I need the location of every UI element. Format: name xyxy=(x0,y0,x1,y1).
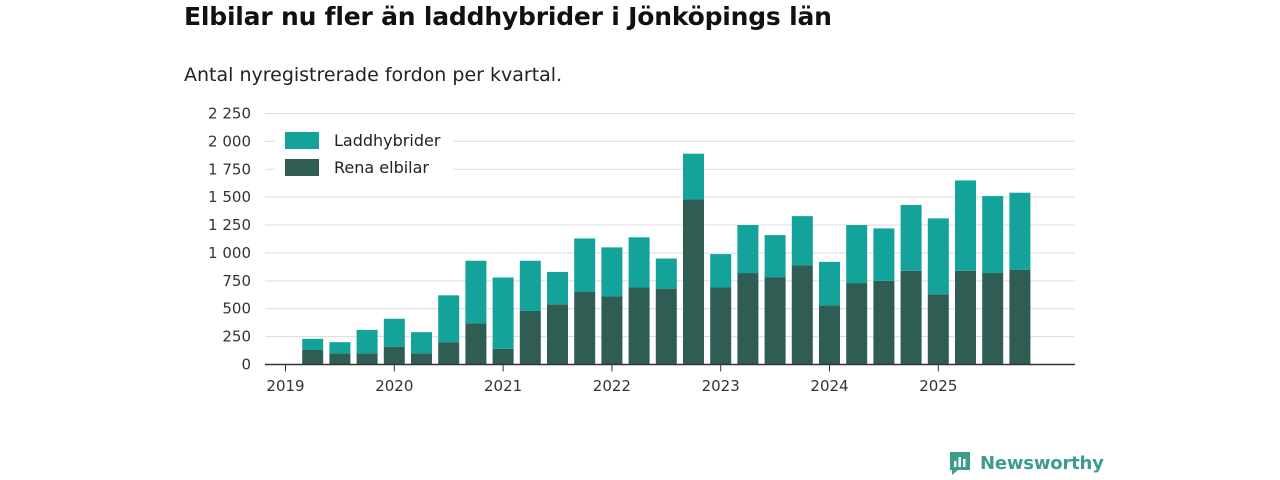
bar-laddhybrider xyxy=(819,261,840,306)
y-tick-label: 1 000 xyxy=(208,244,251,262)
bars xyxy=(302,153,1031,365)
bar-laddhybrider xyxy=(791,216,813,266)
bar-rena-elbilar xyxy=(411,353,432,365)
legend-label-rena-elbilar: Rena elbilar xyxy=(334,158,429,177)
legend-swatch-laddhybrider xyxy=(285,132,319,149)
bar-laddhybrider xyxy=(710,254,732,288)
bar-laddhybrider xyxy=(465,260,487,324)
chart-subtitle: Antal nyregistrerade fordon per kvartal. xyxy=(184,64,563,86)
x-tick-label: 2024 xyxy=(810,377,848,395)
bar-rena-elbilar xyxy=(329,353,351,365)
bar-laddhybrider xyxy=(737,225,759,274)
bar-laddhybrider xyxy=(846,225,868,284)
bar-rena-elbilar xyxy=(955,270,976,365)
bar-rena-elbilar xyxy=(1009,269,1031,365)
legend-label-laddhybrider: Laddhybrider xyxy=(334,131,441,150)
bar-rena-elbilar xyxy=(737,273,759,365)
bar-laddhybrider xyxy=(628,237,650,288)
x-tick-label: 2019 xyxy=(266,377,304,395)
y-tick-label: 2 250 xyxy=(208,105,251,123)
bar-laddhybrider xyxy=(927,218,949,295)
x-tick-label: 2020 xyxy=(375,377,413,395)
x-tick-label: 2025 xyxy=(919,377,957,395)
bar-laddhybrider xyxy=(329,342,351,354)
bar-rena-elbilar xyxy=(465,323,487,365)
y-tick-label: 1 500 xyxy=(208,188,251,206)
y-tick-label: 2 000 xyxy=(208,132,251,150)
x-tick-label: 2023 xyxy=(702,377,740,395)
newsworthy-logo-text: Newsworthy xyxy=(980,452,1104,474)
bar-rena-elbilar xyxy=(547,304,568,365)
bar-rena-elbilar xyxy=(356,353,378,365)
bar-rena-elbilar xyxy=(982,273,1004,365)
x-tick-label: 2022 xyxy=(593,377,631,395)
bar-laddhybrider xyxy=(873,228,895,281)
y-tick-label: 500 xyxy=(222,300,251,318)
bar-laddhybrider xyxy=(955,180,976,271)
bar-laddhybrider xyxy=(683,153,704,200)
bar-laddhybrider xyxy=(1009,192,1031,270)
y-tick-label: 750 xyxy=(222,272,251,290)
bar-rena-elbilar xyxy=(519,310,541,365)
bar-laddhybrider xyxy=(601,247,623,297)
bar-rena-elbilar xyxy=(601,296,623,365)
y-axis-ticks: 0 250 500 750 1 000 1 250 1 500 1 750 2 000 2 250 xyxy=(208,105,251,374)
bar-rena-elbilar xyxy=(791,265,813,365)
bar-rena-elbilar xyxy=(438,342,460,365)
bar-laddhybrider xyxy=(411,332,432,354)
bar-laddhybrider xyxy=(356,329,378,354)
bar-laddhybrider xyxy=(547,271,568,305)
bar-rena-elbilar xyxy=(927,294,949,365)
y-tick-label: 1 750 xyxy=(208,160,251,178)
bar-rena-elbilar xyxy=(846,283,868,365)
y-tick-label: 0 xyxy=(241,356,251,374)
x-tick-label: 2021 xyxy=(484,377,522,395)
bar-rena-elbilar xyxy=(873,280,895,365)
bar-rena-elbilar xyxy=(819,305,840,365)
bar-laddhybrider xyxy=(438,295,460,343)
bar-rena-elbilar xyxy=(764,277,786,365)
chart-title: Elbilar nu fler än laddhybrider i Jönköp… xyxy=(184,2,832,31)
bar-rena-elbilar xyxy=(302,349,324,365)
legend-swatch-rena-elbilar xyxy=(285,159,319,176)
bar-rena-elbilar xyxy=(492,348,514,365)
bar-rena-elbilar xyxy=(383,346,405,365)
bar-laddhybrider xyxy=(574,238,596,292)
newsworthy-logo-icon xyxy=(950,452,970,475)
bar-rena-elbilar xyxy=(628,287,650,365)
y-tick-label: 250 xyxy=(222,328,251,346)
bar-rena-elbilar xyxy=(655,288,677,365)
bar-rena-elbilar xyxy=(574,291,596,365)
bar-rena-elbilar xyxy=(900,270,922,365)
bar-laddhybrider xyxy=(982,196,1004,274)
bar-laddhybrider xyxy=(764,235,786,278)
x-axis: 2019 2020 2021 2022 2023 2024 2025 xyxy=(265,363,1075,395)
bar-laddhybrider xyxy=(492,277,514,349)
bar-rena-elbilar xyxy=(710,287,732,365)
y-tick-label: 1 250 xyxy=(208,216,251,234)
bar-laddhybrider xyxy=(655,258,677,289)
bar-laddhybrider xyxy=(302,338,324,350)
bar-laddhybrider xyxy=(900,204,922,271)
newsworthy-logo: Newsworthy xyxy=(948,450,1104,476)
bar-rena-elbilar xyxy=(683,199,704,365)
legend: Laddhybrider Rena elbilar xyxy=(275,124,453,182)
bar-laddhybrider xyxy=(519,260,541,311)
bar-laddhybrider xyxy=(383,318,405,347)
